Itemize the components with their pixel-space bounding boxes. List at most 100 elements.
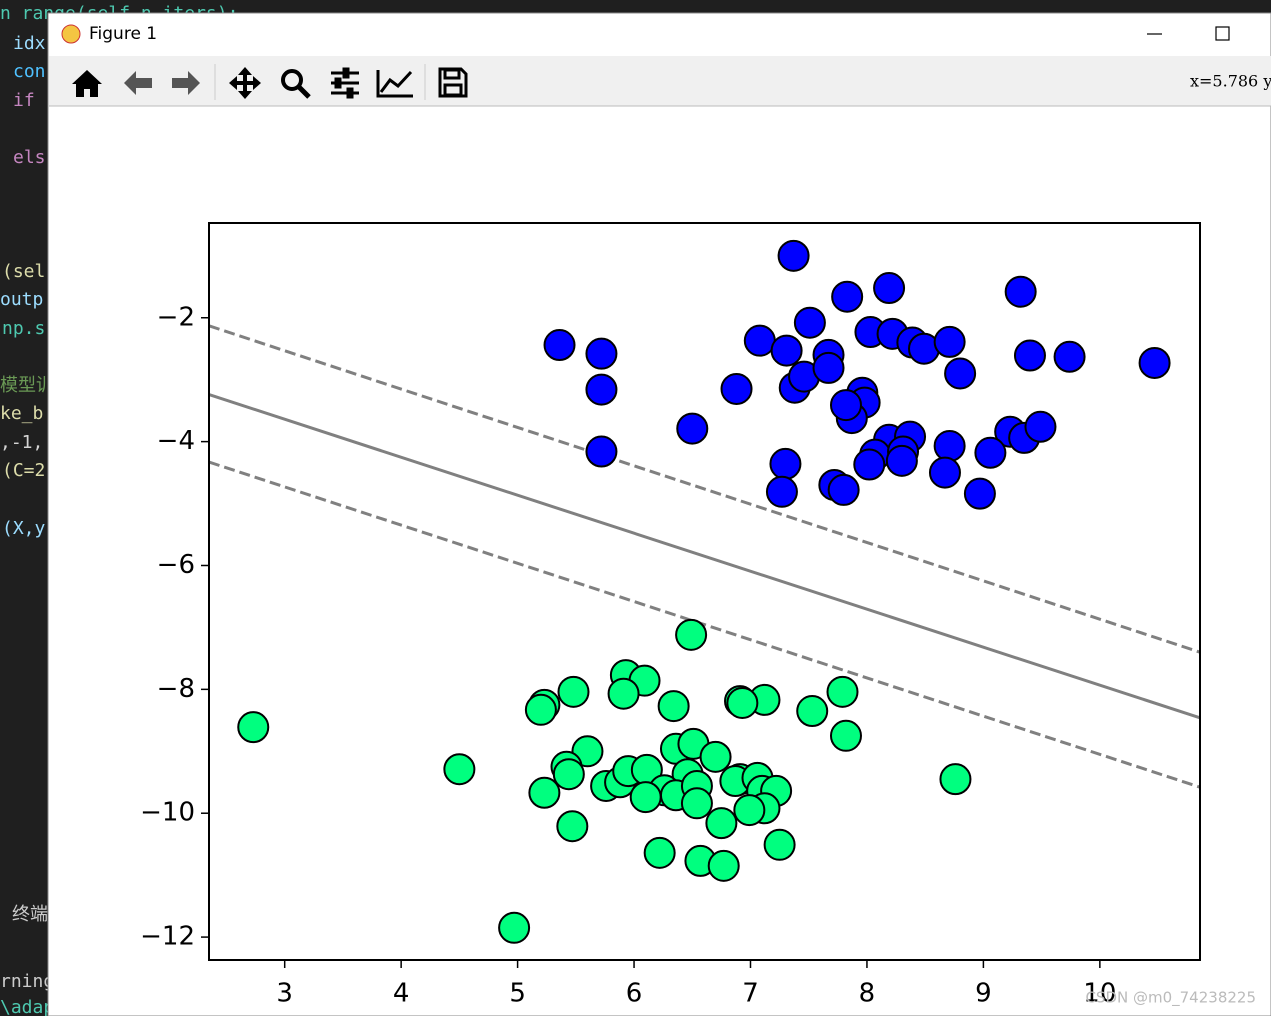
- scatter-point: [885, 444, 918, 477]
- scatter-point: [944, 357, 977, 390]
- x-tick-label: 9: [975, 979, 992, 1009]
- boundary-line: [209, 324, 1200, 654]
- scatter-point: [443, 753, 476, 786]
- scatter-point: [585, 337, 618, 370]
- scatter-point: [705, 807, 738, 840]
- code-line: ,-1,: [0, 432, 43, 453]
- back-button[interactable]: [124, 71, 152, 95]
- plot: 3 4 5 6 7 8 9 10 −2 −4 −6 −8 −10 −12: [140, 239, 1200, 1009]
- scatter-point: [939, 763, 972, 796]
- boundary-line: [209, 393, 1200, 720]
- code-line: (C=2: [2, 460, 45, 481]
- code-line: 终端: [12, 904, 48, 925]
- toolbar-icons: [72, 67, 468, 99]
- x-tick-label: 7: [742, 979, 759, 1009]
- x-tick-label: 8: [859, 979, 876, 1009]
- boundary-line: [209, 460, 1200, 789]
- scatter-point: [1024, 410, 1057, 443]
- scatter-point: [726, 686, 759, 719]
- scatter-point: [765, 475, 798, 508]
- y-tick-label: −6: [157, 550, 195, 580]
- code-line: (sel: [2, 261, 45, 282]
- code-line: con: [13, 61, 46, 82]
- scatter-point: [237, 711, 270, 744]
- scatter-point: [675, 618, 708, 651]
- x-tick-label: 6: [626, 979, 643, 1009]
- app-icon: [61, 24, 81, 44]
- scatter-point: [707, 849, 740, 882]
- x-tick-label: 4: [393, 979, 410, 1009]
- scatter-point: [524, 693, 557, 726]
- scatter-point: [826, 675, 859, 708]
- scatter-point: [933, 429, 966, 462]
- scatter-point: [1138, 346, 1171, 379]
- scatter-point: [873, 272, 906, 305]
- scatter-point: [676, 412, 709, 445]
- scatter-point: [552, 758, 585, 791]
- scatter-point: [793, 306, 826, 339]
- scatter-point: [928, 456, 961, 489]
- cursor-coordinates: x=5.786 y: [1190, 72, 1271, 91]
- scatter-point: [963, 477, 996, 510]
- scatter-point: [607, 677, 640, 710]
- scatter-point: [557, 675, 590, 708]
- maximize-button[interactable]: [1215, 26, 1230, 41]
- scatter-point: [680, 787, 713, 820]
- forward-button[interactable]: [172, 71, 200, 95]
- scatter-point: [543, 329, 576, 362]
- y-tick-label: −4: [157, 426, 195, 456]
- code-line: (X,y: [2, 518, 46, 539]
- axes-button[interactable]: [376, 70, 413, 98]
- code-line: ke_b: [0, 403, 43, 424]
- scatter-point: [812, 351, 845, 384]
- code-line: 模型训: [0, 375, 54, 396]
- y-tick-label: −12: [140, 922, 195, 952]
- save-button[interactable]: [438, 67, 468, 98]
- x-tick-label: 10: [1083, 979, 1116, 1009]
- code-line: outp: [0, 289, 43, 310]
- scatter-point: [556, 810, 589, 843]
- scatter-point: [829, 719, 862, 752]
- scatter-point: [829, 389, 862, 422]
- y-tick-label: −10: [140, 798, 195, 828]
- y-tick-label: −2: [157, 302, 195, 332]
- scatter-point: [827, 473, 860, 506]
- scatter-point: [777, 239, 810, 272]
- home-button[interactable]: [72, 70, 102, 97]
- scatter-point: [770, 334, 803, 367]
- code-line: \adap: [0, 997, 54, 1016]
- scatter-point: [629, 781, 662, 814]
- scatter-point: [528, 776, 561, 809]
- scatter-point: [699, 740, 732, 773]
- scatter-point: [657, 690, 690, 723]
- axes-frame: [208, 222, 1201, 961]
- scatter-point: [498, 911, 531, 944]
- scatter-point: [831, 280, 864, 313]
- scatter-point: [933, 325, 966, 358]
- code-line: els: [13, 147, 46, 168]
- scatter-point: [720, 372, 753, 405]
- scatter-point: [796, 695, 829, 728]
- scatter-point: [643, 836, 676, 869]
- zoom-button[interactable]: [281, 69, 311, 99]
- scatter-point: [853, 448, 886, 481]
- code-line: np.s: [2, 318, 45, 339]
- scatter-point: [733, 794, 766, 827]
- scatter-point: [585, 373, 618, 406]
- scatter-point: [1053, 340, 1086, 373]
- scatter-point: [763, 828, 796, 861]
- code-line: idx: [13, 33, 46, 54]
- x-tick-label: 3: [276, 979, 293, 1009]
- code-line: if: [13, 90, 35, 111]
- scatter-point: [585, 435, 618, 468]
- scatter-point: [743, 324, 776, 357]
- window-title: Figure 1: [89, 24, 157, 44]
- scatter-point: [974, 436, 1007, 469]
- scatter-point: [1013, 339, 1046, 372]
- pan-button[interactable]: [229, 67, 261, 99]
- scatter-point: [1004, 275, 1037, 308]
- configure-button[interactable]: [331, 67, 359, 99]
- x-tick-label: 5: [509, 979, 526, 1009]
